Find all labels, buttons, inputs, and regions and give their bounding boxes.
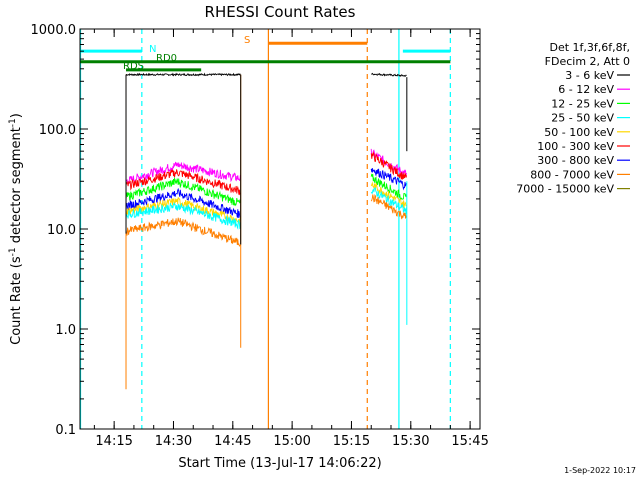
legend-label: 800 - 7000 keV: [530, 168, 614, 181]
y-tick-label: 10.0: [47, 223, 76, 238]
chart-title: RHESSI Count Rates: [205, 3, 356, 21]
legend-label: 12 - 25 keV: [551, 97, 614, 110]
y-tick-label: 1000.0: [31, 23, 77, 38]
x-axis-label: Start Time (13-Jul-17 14:06:22): [178, 456, 381, 471]
series-line: [371, 72, 407, 78]
x-tick-label: 14:15: [95, 434, 132, 449]
series-line: [125, 201, 241, 230]
series-line: [125, 176, 241, 207]
legend-label: 3 - 6 keV: [565, 69, 614, 82]
legend-label: 25 - 50 keV: [551, 112, 614, 125]
x-tick-label: 14:30: [155, 434, 192, 449]
x-tick-label: 14:45: [214, 434, 251, 449]
data-layer: [79, 29, 451, 429]
y-axis-label-sup1: -1: [8, 247, 18, 256]
series-line: [125, 72, 241, 77]
x-tick-label: 15:00: [273, 434, 310, 449]
legend-header-1: Det 1f,3f,6f,8f,: [549, 41, 630, 54]
y-tick-label: 1.0: [55, 323, 76, 338]
y-axis-label: Count Rate (s-1 detector segment-1): [8, 113, 24, 345]
x-tick-label: 15:30: [392, 434, 429, 449]
legend-label: 7000 - 15000 keV: [516, 183, 614, 196]
series-line: [370, 193, 408, 220]
series-line: [125, 161, 241, 186]
legend-header-2: FDecim 2, Att 0: [545, 55, 630, 68]
x-axis: 14:15 14:30 14:45 15:00 15:15 15:30 15:45: [93, 29, 489, 449]
legend-label: 100 - 300 keV: [537, 140, 614, 153]
flag-label-rd0: RD0: [156, 53, 177, 64]
x-tick-label: 15:45: [451, 434, 488, 449]
y-tick-label: 100.0: [39, 123, 76, 138]
legend-label: 6 - 12 keV: [558, 83, 614, 96]
flag-label-s: S: [244, 35, 250, 46]
y-axis-label-main: Count Rate (s: [9, 256, 24, 345]
timestamp: 1-Sep-2022 10:17: [564, 466, 636, 475]
flag-label-n: N: [149, 44, 156, 55]
series-line: [125, 169, 241, 196]
series-line: [370, 186, 408, 215]
series-line: [370, 151, 408, 180]
legend-label: 300 - 800 keV: [537, 154, 614, 167]
series-line: [125, 187, 241, 219]
y-axis-label-mid: detector segment: [9, 127, 24, 247]
legend-label: 50 - 100 keV: [544, 126, 614, 139]
x-tick-label: 15:15: [333, 434, 370, 449]
y-axis-label-sup2: -1: [8, 118, 18, 127]
series-line: [370, 168, 407, 191]
flag-label-rds: RDS: [123, 61, 144, 72]
y-axis: 0.1 1.0 10.0 100.0 1000.0: [31, 23, 480, 438]
series-line: [370, 181, 407, 209]
y-tick-label: 0.1: [55, 423, 76, 438]
series-line: [125, 217, 241, 247]
y-axis-label-end: ): [9, 113, 24, 118]
